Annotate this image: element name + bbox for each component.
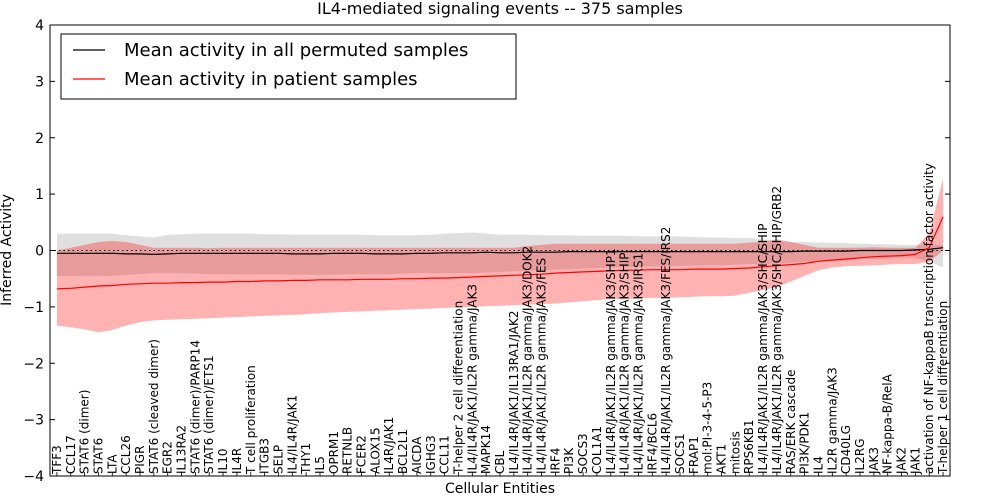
y-tick-label: −3 [23,413,44,429]
x-tick-label: FRAP1 [687,436,701,474]
x-tick-label: IL2R gamma/JAK3 [825,367,839,474]
y-tick-label: 0 [35,244,44,260]
x-tick-label: IL4/IL4R/JAK1 [285,395,299,474]
x-tick-label: mitosis [728,431,742,474]
legend-box [60,33,517,100]
x-tick-label: IL4/IL4R/JAK1/IL2R gamma/JAK3/SHC/SHIP [756,223,770,474]
x-tick-label: IL4/IL4R/JAK1/IL2R gamma/JAK3/DOK2 [521,246,535,474]
x-tick-label: TFF3 [50,445,64,475]
y-tick-label: −4 [23,469,44,485]
x-axis-tick-labels: TFF3 CCL17 STAT6 (dimer) STAT6 LTA CCL26 PIGR S… [50,163,950,476]
x-tick-label: RAS/ERK cascade [784,370,798,474]
x-tick-label: T cell proliferation [244,365,258,475]
x-tick-label: SELP [272,445,286,474]
x-tick-label: IRF4 [548,448,562,474]
y-axis-ticks: −4 −3 −2 −1 0 1 2 3 4 [23,18,950,485]
x-tick-label: ITGB3 [258,438,272,474]
x-tick-label: CCL26 [119,435,133,474]
line-patient-mean [56,216,944,290]
y-axis-label: Inferred Activity [0,194,15,306]
x-tick-label: PIGR [133,446,147,474]
x-tick-label: IL4/IL4R/JAK1/IL2R gamma/JAK3/FES [535,258,549,474]
x-tick-label: IGHG3 [424,435,438,474]
x-tick-label: PI3K/PDK1 [798,412,812,474]
chart-title: IL4-mediated signaling events -- 375 sam… [317,0,683,18]
x-tick-label: JAK1 [908,447,922,475]
x-tick-label: SOCS3 [576,433,590,474]
x-tick-label: activation of NF-kappaB transcription fa… [922,163,936,474]
x-tick-label: IL5 [313,456,327,474]
x-tick-label: IL2RG [853,439,867,475]
x-tick-label: IRF4/BCL6 [645,413,659,474]
x-tick-label: IL13RA2 [175,425,189,474]
x-tick-label: LTA [105,454,119,474]
x-tick-label: CCL11 [438,435,452,474]
x-tick-label: IL4/IL4R/JAK1/IL2R gamma/JAK3/IRS1 [632,253,646,474]
line-permuted-mean [56,247,944,256]
series-lines [56,216,944,290]
band-permuted [56,232,944,276]
x-tick-label: IL4 [812,456,826,474]
x-tick-label: RETNLB [341,427,355,474]
x-tick-label: MAPK14 [479,425,493,474]
x-tick-label: FCER2 [355,435,369,474]
x-tick-label: PI3K [562,447,576,474]
y-tick-label: −2 [23,356,44,372]
x-tick-label: ALOX15 [368,427,382,474]
legend: Mean activity in all permuted samples Me… [60,33,517,100]
x-tick-label: T-helper 2 cell differentiation [452,301,466,475]
x-tick-label: IL4/IL4R/JAK1/IL2R gamma/JAK3/SHIP [618,253,632,474]
x-axis-label: Cellular Entities [445,481,555,497]
x-tick-label: STAT6 (dimer)/PARP14 [188,340,202,474]
x-tick-label: STAT6 (dimer) [78,390,92,474]
y-tick-label: 1 [35,187,44,203]
x-tick-label: STAT6 [92,438,106,474]
y-tick-label: 3 [35,74,44,90]
x-tick-label: IL4/IL4R/JAK1/IL2R gamma/JAK3/SHP1 [604,248,618,474]
x-tick-label: RPS6KB1 [742,419,756,474]
band-patient [56,178,944,333]
x-tick-label: EGR2 [161,441,175,474]
legend-label-patient: Mean activity in patient samples [124,69,418,90]
x-tick-label: IL4/IL4R/JAK1/IL2R gamma/JAK3/SHC/SHIP/G… [770,186,784,474]
x-tick-label: COL1A1 [590,426,604,474]
x-tick-label: CCL17 [64,435,78,474]
legend-label-permuted: Mean activity in all permuted samples [124,40,468,61]
y-tick-label: −1 [23,300,44,316]
x-tick-label: AICDA [410,436,424,474]
x-tick-label: IL4/IL4R/JAK1/IL2R gamma/JAK3 [465,284,479,474]
x-tick-label: T-helper 1 cell differentiation [936,301,950,475]
x-tick-label: NF-kappa-B/RelA [881,373,895,474]
x-tick-label: mol:PI-3-4-5-P3 [701,382,715,474]
x-tick-label: BCL2L1 [396,429,410,474]
x-tick-label: JAK2 [895,447,909,475]
x-tick-label: JAK3 [867,447,881,475]
x-tick-label: CBL [493,450,507,474]
x-tick-label: STAT6 (cleaved dimer) [147,339,161,474]
confidence-bands [56,178,944,333]
y-tick-label: 4 [35,18,44,34]
x-tick-label: THY1 [299,443,313,475]
x-tick-label: IL10 [216,449,230,475]
x-tick-label: IL4/IL4R/JAK1/IL13RA1/JAK2 [507,311,521,475]
x-tick-label: SOCS1 [673,433,687,474]
x-tick-label: OPRM1 [327,431,341,474]
x-tick-label: STAT6 (dimer)/ETS1 [202,355,216,474]
x-tick-label: IL4R/JAK1 [382,417,396,474]
x-tick-label: IL4/IL4R/JAK1/IL2R gamma/JAK3/FES/IRS2 [659,227,673,474]
x-tick-label: IL4R [230,448,244,474]
x-tick-label: AKT1 [715,444,729,474]
x-tick-label: CD40LG [839,425,853,474]
y-tick-label: 2 [35,131,44,147]
